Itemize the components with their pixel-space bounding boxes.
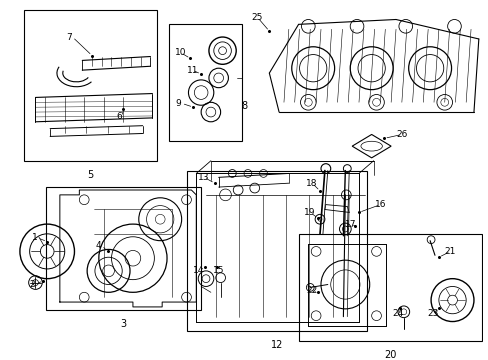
Text: 5: 5	[87, 170, 93, 180]
Text: 19: 19	[304, 208, 315, 217]
Text: 26: 26	[395, 130, 407, 139]
Text: 2: 2	[30, 280, 35, 289]
Text: 23: 23	[427, 309, 438, 318]
Text: 9: 9	[176, 99, 181, 108]
Bar	[186, 171, 366, 331]
Text: 12: 12	[270, 340, 283, 350]
Text: 8: 8	[241, 101, 246, 111]
Text: 10: 10	[175, 48, 186, 57]
Text: 22: 22	[306, 286, 317, 295]
Text: 13: 13	[198, 173, 209, 182]
Text: 21: 21	[444, 247, 455, 256]
Text: 18: 18	[306, 179, 317, 188]
Text: 14: 14	[193, 266, 204, 275]
Text: 16: 16	[374, 200, 386, 209]
Text: 3: 3	[120, 319, 126, 329]
Text: 11: 11	[186, 66, 198, 75]
Text: 17: 17	[345, 220, 356, 229]
Text: 7: 7	[66, 32, 72, 41]
Text: 1: 1	[32, 233, 37, 242]
Text: 6: 6	[116, 112, 122, 121]
Text: 4: 4	[96, 241, 102, 250]
Bar	[298, 234, 481, 341]
Bar	[24, 10, 157, 161]
Text: 15: 15	[212, 266, 224, 275]
Bar	[169, 24, 242, 141]
Text: 24: 24	[391, 309, 403, 318]
Text: 20: 20	[383, 350, 396, 360]
Text: 25: 25	[251, 13, 263, 22]
Bar	[46, 187, 201, 310]
